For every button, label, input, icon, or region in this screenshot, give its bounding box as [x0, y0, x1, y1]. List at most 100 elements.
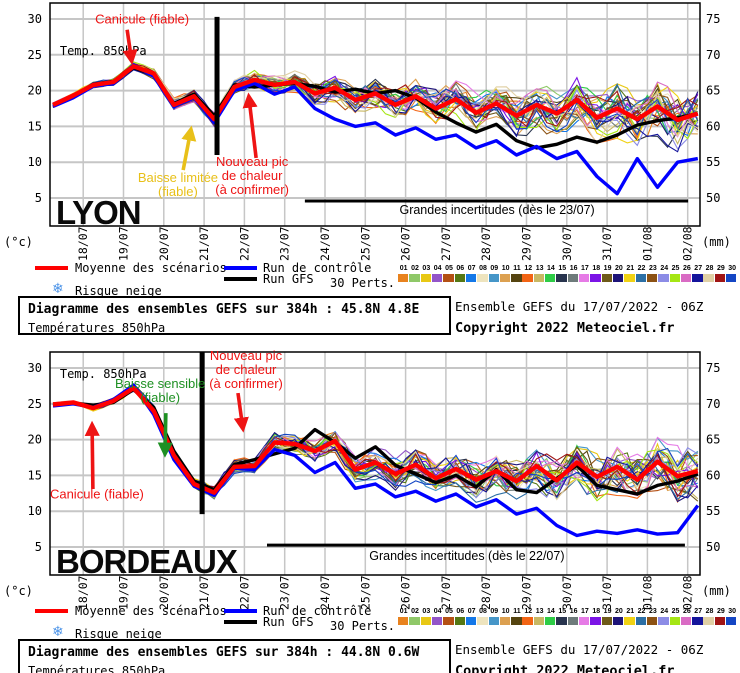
diagram-subtitle: Températures 850hPa: [28, 321, 166, 335]
y-axis-tick-label: 10: [28, 155, 42, 169]
legend-lyon: Moyenne des scénarios Run de contrôle Ru…: [0, 262, 740, 300]
snowflake-icon: ❄: [52, 624, 64, 640]
pert-number: 20: [615, 608, 623, 615]
copyright-label: Copyright 2022 Meteociel.fr: [455, 663, 675, 673]
x-axis-date-label: 25/07: [358, 575, 372, 610]
legend-bordeaux: Moyenne des scénarios Run de contrôle Ru…: [0, 605, 740, 643]
pert-number: 11: [513, 608, 521, 615]
uncertainty-label: Grandes incertitudes (dès le 23/07): [399, 203, 594, 217]
ensemble-mean-line: [52, 64, 699, 123]
right-axis-tick-label: 60: [706, 119, 720, 133]
pert-color-swatch: [658, 617, 669, 625]
pert-number: 12: [524, 608, 533, 615]
pert-color-swatch: [409, 274, 420, 282]
pert-number: 16: [569, 265, 578, 272]
pert-color-swatch: [477, 617, 488, 625]
pert-color-swatch: [714, 274, 726, 282]
pert-color-swatch: [545, 617, 556, 625]
pert-number: 02: [411, 265, 419, 272]
pert-color-swatch: [545, 274, 556, 282]
pert-color-swatch: [579, 617, 590, 625]
pert-color-swatch: [420, 274, 432, 282]
pert-color-swatch: [443, 617, 454, 625]
pert-number: 29: [716, 608, 725, 615]
gfs-line-swatch: [224, 277, 257, 281]
annotation-arrow-nouveau-pic: [242, 92, 258, 159]
annotation-baisse-limitee: Baisse limitée: [138, 170, 218, 185]
pert-number: 25: [671, 608, 680, 615]
y-axis-tick-label: 30: [28, 361, 42, 375]
footer-bordeaux: Diagramme des ensembles GEFS sur 384h : …: [0, 639, 740, 673]
pert-color-swatch: [465, 617, 477, 625]
pert-number: 09: [490, 608, 499, 615]
x-axis-date-label: 28/07: [479, 575, 493, 610]
pert-number: 09: [490, 265, 499, 272]
right-axis-tick-label: 70: [706, 48, 720, 62]
y-axis-tick-label: 25: [28, 397, 42, 411]
pert-number: 30: [728, 265, 737, 272]
x-axis-date-label: 31/07: [600, 575, 614, 610]
pert-color-swatch: [635, 274, 646, 282]
annotation-arrow-baisse-sensible: [157, 413, 173, 458]
mean-line-label: Moyenne des scénarios: [75, 261, 227, 275]
station-title: LYON: [56, 194, 141, 231]
pert-number: 06: [456, 608, 465, 615]
pert-number: 14: [547, 608, 555, 615]
pert-color-swatch: [443, 274, 454, 282]
uncertainty-label: Grandes incertitudes (dès le 22/07): [369, 549, 564, 563]
gfs-line-swatch: [224, 620, 257, 624]
pert-color-swatch: [454, 274, 465, 282]
right-axis-unit: (mm): [702, 235, 731, 249]
y-axis-tick-label: 20: [28, 84, 42, 98]
annotation-nouveau-pic: Nouveau pic: [210, 349, 283, 363]
pert-color-swatch: [454, 617, 465, 625]
annotation-nouveau-pic: Nouveau pic: [216, 154, 289, 169]
x-axis-date-label: 31/07: [600, 226, 614, 261]
pert-number: 07: [467, 265, 476, 272]
pert-color-swatch: [465, 274, 477, 282]
x-axis-date-label: 19/07: [117, 226, 131, 261]
pert-number: 11: [513, 265, 521, 272]
mean-line-label: Moyenne des scénarios: [75, 604, 227, 618]
pert-number: 15: [558, 608, 567, 615]
right-axis-tick-label: 55: [706, 504, 720, 518]
annotation-temp-850-label: Temp. 850hPa: [60, 44, 147, 58]
pert-number: 22: [637, 608, 646, 615]
right-axis-unit: (mm): [702, 584, 731, 598]
y-axis-tick-label: 25: [28, 48, 42, 62]
pert-number: 04: [433, 265, 442, 272]
plot-border: [49, 351, 701, 576]
pert-color-swatch: [680, 274, 692, 282]
pert-color-swatch: [398, 274, 409, 282]
pert-color-swatch: [692, 274, 703, 282]
run-info: Ensemble GEFS du 17/07/2022 - 06Z Copyri…: [455, 299, 703, 336]
pert-number: 12: [524, 265, 533, 272]
x-axis-date-label: 28/07: [479, 226, 493, 261]
pert-number: 03: [422, 608, 431, 615]
x-axis-date-label: 02/08: [681, 226, 695, 261]
pert-number: 08: [479, 265, 487, 272]
right-axis-tick-label: 65: [706, 433, 720, 447]
pert-color-swatch: [658, 274, 669, 282]
pert-color-swatch: [680, 617, 692, 625]
x-axis-date-label: 24/07: [318, 575, 332, 610]
pert-color-swatch: [420, 617, 432, 625]
annotation-canicule: Canicule (fiable): [50, 486, 144, 501]
x-axis-date-label: 01/08: [640, 226, 654, 261]
pert-number: 19: [603, 608, 612, 615]
x-axis-date-label: 02/08: [681, 575, 695, 610]
x-axis-date-label: 18/07: [76, 226, 90, 261]
pert-number: 21: [626, 608, 635, 615]
annotation-canicule: Canicule (fiable): [95, 11, 189, 26]
pert-color-swatch: [703, 617, 714, 625]
x-axis-date-label: 19/07: [117, 575, 131, 610]
y-axis-tick-label: 20: [28, 433, 42, 447]
snow-risk-label: Risque neige: [75, 627, 162, 641]
perts-count-label: 30 Perts.: [330, 619, 396, 633]
pert-color-swatch: [556, 617, 567, 625]
pert-color-swatch: [488, 617, 499, 625]
annotation-arrow-canicule: [84, 420, 100, 490]
y-axis-tick-label: 5: [35, 191, 42, 205]
x-axis-date-label: 30/07: [560, 226, 574, 261]
pert-color-swatch: [590, 274, 601, 282]
